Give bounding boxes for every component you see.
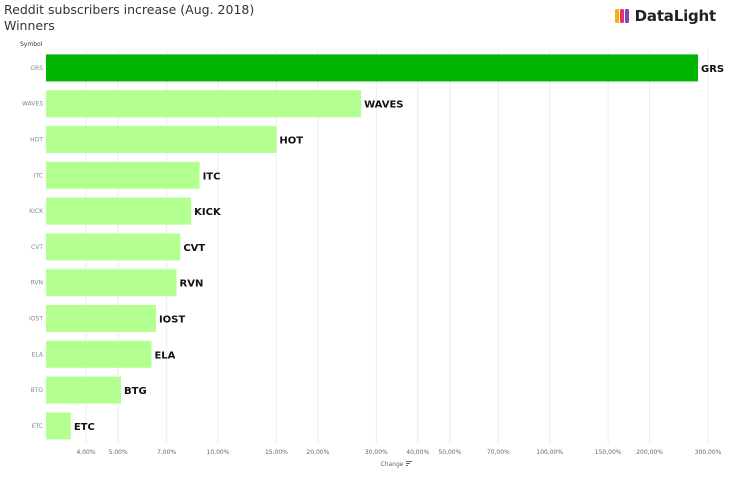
- data-label: ITC: [203, 171, 221, 182]
- x-tick-label: 10,00%: [207, 449, 230, 456]
- logo-mark-icon: [614, 8, 631, 24]
- y-axis-label: ETC: [32, 423, 43, 430]
- x-tick-label: 100,00%: [536, 449, 563, 456]
- data-label: WAVES: [364, 100, 403, 111]
- y-axis-label: HOT: [30, 137, 43, 144]
- bar-rvn[interactable]: [46, 269, 177, 297]
- x-tick-label: 15,00%: [265, 449, 288, 456]
- bar-cvt[interactable]: [46, 233, 181, 261]
- x-tick-label: 7,00%: [157, 449, 176, 456]
- x-axis-title: Change: [381, 461, 404, 468]
- bar-grs[interactable]: [46, 54, 698, 82]
- x-tick-label: 300,00%: [695, 449, 722, 456]
- y-axis-label: BTG: [31, 387, 44, 394]
- bar-etc[interactable]: [46, 412, 71, 440]
- bar-ela[interactable]: [46, 340, 152, 368]
- data-label: HOT: [279, 136, 303, 147]
- x-tick-label: 50,00%: [438, 449, 461, 456]
- logo-text: DataLight: [634, 7, 717, 25]
- y-axis-label: ELA: [32, 351, 44, 358]
- y-axis-label: WAVES: [22, 101, 43, 108]
- data-labels: GRS WAVES HOT ITC KICK CVT RVN IOST ELA BTG ETC: [74, 64, 724, 433]
- data-label: GRS: [701, 64, 724, 75]
- x-axis-ticks: 4,00% 5,00% 7,00% 10,00% 15,00% 20,00% 30,00% 4…: [76, 449, 721, 456]
- y-axis-label: KICK: [29, 208, 44, 215]
- data-label: BTG: [124, 386, 147, 397]
- y-axis-label: IOST: [29, 316, 43, 323]
- x-tick-label: 40,00%: [406, 449, 429, 456]
- data-label: ETC: [74, 422, 95, 433]
- y-axis-label: CVT: [31, 244, 43, 251]
- y-axis-labels: GRS WAVES HOT ITC KICK CVT RVN IOST ELA BTG ETC: [22, 65, 44, 430]
- y-axis-label: ITC: [34, 172, 43, 179]
- x-tick-label: 30,00%: [365, 449, 388, 456]
- datalight-logo: DataLight: [614, 6, 717, 26]
- data-label: RVN: [180, 279, 204, 290]
- x-tick-label: 200,00%: [636, 449, 663, 456]
- y-axis-header: Symbol: [20, 41, 43, 48]
- x-tick-label: 70,00%: [487, 449, 510, 456]
- bar-waves[interactable]: [46, 90, 362, 118]
- data-label: KICK: [194, 207, 222, 218]
- x-tick-label: 20,00%: [306, 449, 329, 456]
- bar-btg[interactable]: [46, 376, 122, 404]
- data-label: IOST: [159, 315, 185, 326]
- data-label: CVT: [183, 243, 205, 254]
- chart-title: Reddit subscribers increase (Aug. 2018): [4, 2, 255, 17]
- bar-itc[interactable]: [46, 161, 200, 189]
- bar-iost[interactable]: [46, 305, 156, 332]
- data-label: ELA: [154, 350, 175, 361]
- y-axis-label: GRS: [30, 65, 43, 72]
- x-tick-label: 150,00%: [595, 449, 622, 456]
- bar-kick[interactable]: [46, 197, 192, 225]
- bar-hot[interactable]: [46, 126, 277, 153]
- y-axis-label: RVN: [31, 280, 43, 287]
- bars: [46, 54, 698, 440]
- x-tick-label: 5,00%: [109, 449, 128, 456]
- x-tick-label: 4,00%: [76, 449, 95, 456]
- sort-icon[interactable]: [406, 461, 412, 466]
- chart-subtitle: Winners: [4, 18, 55, 33]
